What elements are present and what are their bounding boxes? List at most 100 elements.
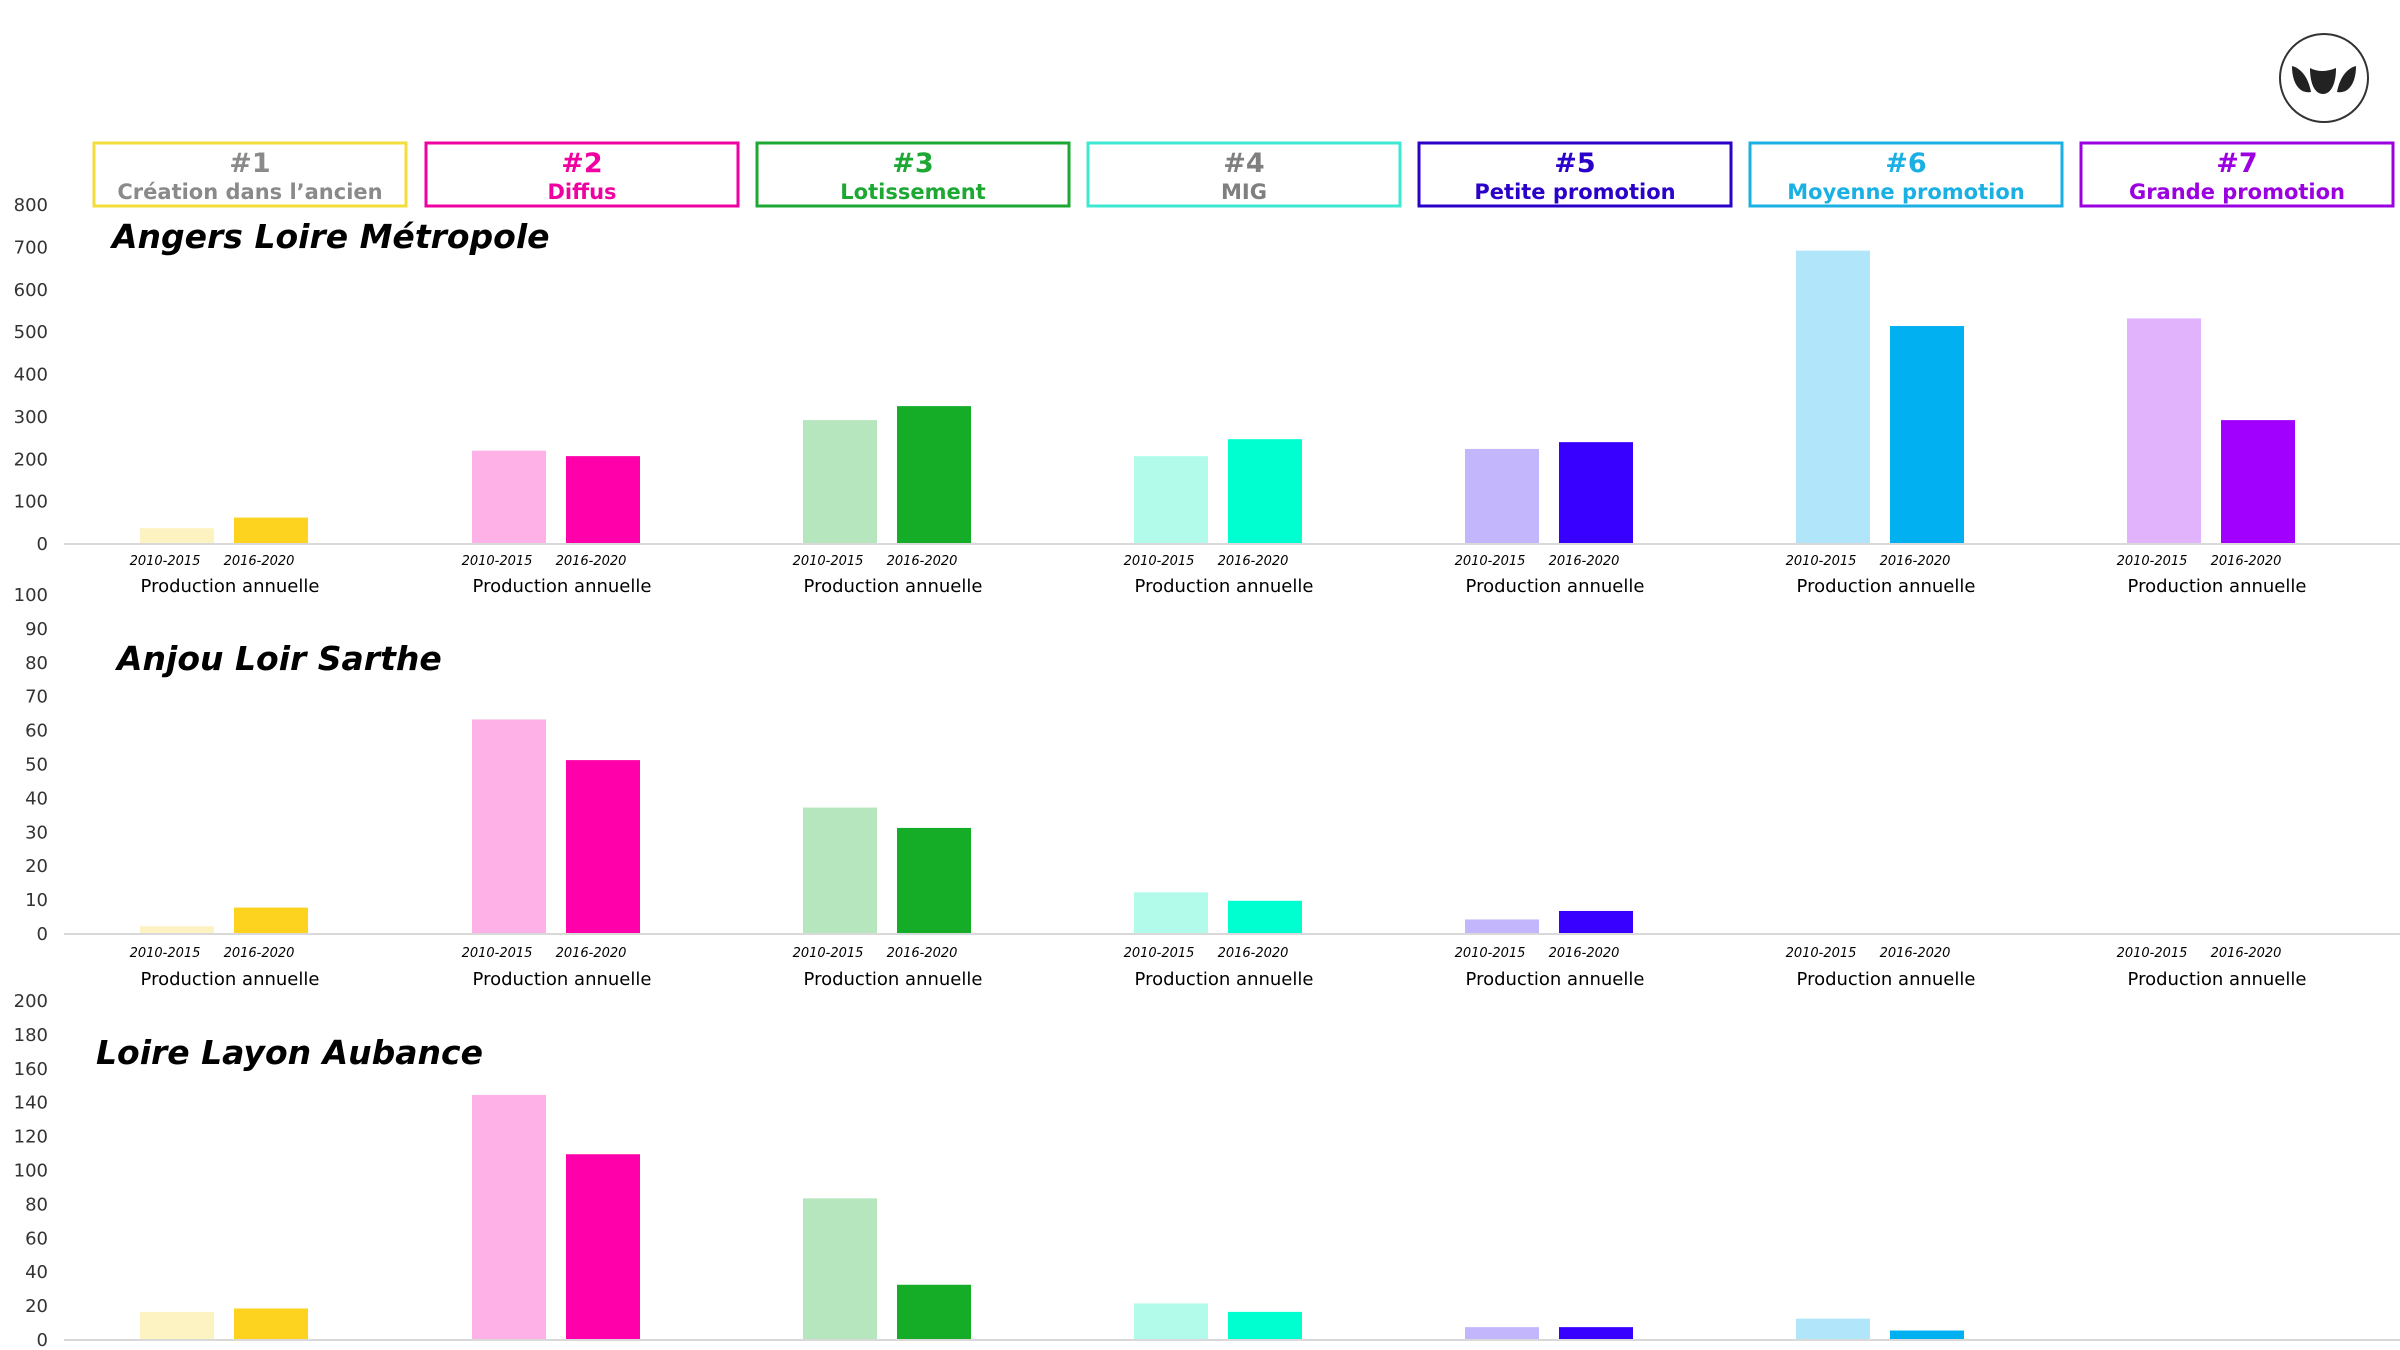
y-tick-label: 40: [25, 1262, 48, 1283]
y-tick-label: 120: [14, 1127, 48, 1148]
series-tick-label: 2010-2015: [462, 946, 533, 961]
category-header-box-2: [424, 141, 740, 208]
bar-1-2010-2015: [140, 528, 214, 543]
x-axis-label: Production annuelle: [1466, 969, 1645, 990]
category-header-label: Moyenne promotion: [1787, 180, 2024, 204]
y-tick-label: 160: [14, 1059, 48, 1080]
bar-1-2016-2020: [234, 517, 308, 543]
series-tick-label: 2016-2020: [224, 946, 295, 961]
x-axis-label: Production annuelle: [804, 969, 983, 990]
category-header-box-1: [92, 141, 408, 208]
bar-5-2010-2015: [1465, 919, 1539, 933]
y-tick-label: 700: [14, 237, 48, 258]
series-tick-label: 2010-2015: [462, 554, 533, 569]
y-tick-label: 40: [25, 788, 48, 809]
category-header-label: MIG: [1221, 180, 1267, 204]
bar-2-2010-2015: [472, 719, 546, 933]
series-tick-label: 2010-2015: [793, 946, 864, 961]
x-axis-label: Production annuelle: [473, 969, 652, 990]
x-axis-label: Production annuelle: [1466, 576, 1645, 597]
y-tick-label: 60: [25, 1228, 48, 1249]
series-tick-label: 2010-2015: [1455, 946, 1526, 961]
x-axis-label: Production annuelle: [1135, 576, 1314, 597]
y-tick-label: 70: [25, 687, 48, 708]
x-axis-label: Production annuelle: [1135, 969, 1314, 990]
series-tick-label: 2010-2015: [1786, 946, 1857, 961]
category-header-box-6: [1748, 141, 2064, 208]
category-header-number: #7: [2216, 148, 2257, 179]
panel-title: Loire Layon Aubance: [96, 1033, 483, 1072]
category-header-box-5: [1417, 141, 1733, 208]
bar-6-2016-2020: [1890, 1330, 1964, 1339]
bar-2-2016-2020: [566, 1154, 640, 1339]
category-header-label: Lotissement: [840, 180, 985, 204]
bar-1-2010-2015: [140, 926, 214, 933]
y-tick-label: 200: [14, 991, 48, 1012]
y-tick-label: 80: [25, 1194, 48, 1215]
bar-3-2010-2015: [803, 807, 877, 933]
bar-4-2010-2015: [1134, 1303, 1208, 1339]
category-header-number: #1: [229, 148, 270, 179]
y-tick-label: 100: [14, 585, 48, 606]
bar-5-2016-2020: [1559, 910, 1633, 933]
panel-title: Anjou Loir Sarthe: [114, 639, 442, 678]
series-tick-label: 2010-2015: [1455, 554, 1526, 569]
panel-title: Angers Loire Métropole: [109, 217, 550, 256]
bar-6-2010-2015: [1796, 250, 1870, 544]
bar-5-2016-2020: [1559, 1327, 1633, 1339]
series-tick-label: 2016-2020: [1549, 554, 1620, 569]
bar-7-2010-2015: [2127, 318, 2201, 543]
x-axis-label: Production annuelle: [1797, 576, 1976, 597]
bar-3-2010-2015: [803, 1198, 877, 1339]
category-header-label: Création dans l’ancien: [117, 180, 382, 204]
category-header-box-4: [1086, 141, 1402, 208]
bar-2-2010-2015: [472, 450, 546, 543]
x-axis-label: Production annuelle: [141, 576, 320, 597]
bar-6-2010-2015: [1796, 1318, 1870, 1339]
x-axis-label: Production annuelle: [2128, 969, 2307, 990]
series-tick-label: 2010-2015: [130, 946, 201, 961]
y-tick-label: 0: [37, 924, 48, 945]
series-tick-label: 2010-2015: [2117, 554, 2188, 569]
series-tick-label: 2016-2020: [2211, 554, 2282, 569]
category-header-label: Diffus: [547, 180, 616, 204]
category-header-label: Petite promotion: [1474, 180, 1675, 204]
bar-5-2016-2020: [1559, 442, 1633, 543]
y-tick-label: 50: [25, 755, 48, 776]
bar-2-2010-2015: [472, 1094, 546, 1339]
leaf-logo-icon: [2279, 33, 2369, 123]
series-tick-label: 2010-2015: [1124, 946, 1195, 961]
series-tick-label: 2016-2020: [887, 554, 958, 569]
category-header-box-3: [755, 141, 1071, 208]
series-tick-label: 2016-2020: [1880, 946, 1951, 961]
y-tick-label: 600: [14, 280, 48, 301]
x-axis-label: Production annuelle: [2128, 576, 2307, 597]
series-tick-label: 2010-2015: [1786, 554, 1857, 569]
series-tick-label: 2016-2020: [2211, 946, 2282, 961]
series-tick-label: 2016-2020: [1880, 554, 1951, 569]
series-tick-label: 2016-2020: [224, 554, 295, 569]
series-tick-label: 2016-2020: [556, 946, 627, 961]
category-header-number: #5: [1554, 148, 1595, 179]
y-tick-label: 60: [25, 721, 48, 742]
x-axis-label: Production annuelle: [141, 969, 320, 990]
bar-5-2010-2015: [1465, 448, 1539, 543]
x-axis-label: Production annuelle: [1797, 969, 1976, 990]
series-tick-label: 2016-2020: [887, 946, 958, 961]
y-tick-label: 80: [25, 653, 48, 674]
y-tick-label: 20: [25, 1296, 48, 1317]
y-tick-label: 20: [25, 856, 48, 877]
x-axis-label: Production annuelle: [804, 576, 983, 597]
y-tick-label: 180: [14, 1025, 48, 1046]
bar-1-2016-2020: [234, 1308, 308, 1339]
bar-4-2010-2015: [1134, 456, 1208, 543]
bar-1-2016-2020: [234, 907, 308, 933]
x-axis-label: Production annuelle: [473, 576, 652, 597]
bar-2-2016-2020: [566, 760, 640, 933]
y-tick-label: 800: [14, 195, 48, 216]
series-tick-label: 2016-2020: [1218, 946, 1289, 961]
y-tick-label: 0: [37, 534, 48, 555]
series-tick-label: 2016-2020: [556, 554, 627, 569]
y-tick-label: 100: [14, 1161, 48, 1182]
